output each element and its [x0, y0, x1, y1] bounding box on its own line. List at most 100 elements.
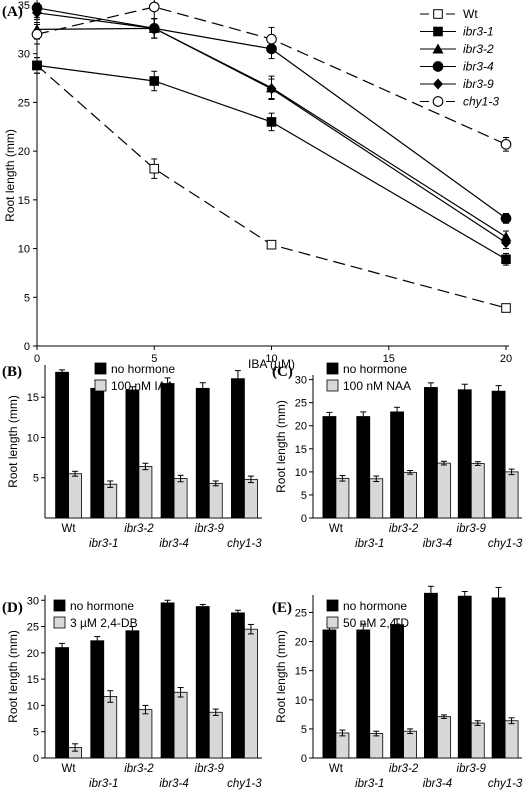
legend-swatch-100 nM NAA: [326, 379, 339, 392]
bar-no hormone: [125, 389, 140, 519]
legend-label-no hormone: no hormone: [343, 599, 407, 613]
category-label: ibr3-4: [159, 778, 188, 790]
legend-label-50 nM 2,4-D: 50 nM 2,4-D: [343, 616, 409, 630]
legend-label-100 nM IAA: 100 nM IAA: [111, 379, 174, 393]
legend-swatch-3 µM 2,4-DB: [53, 616, 66, 629]
bar-50 nM 2,4-D: [369, 733, 384, 759]
y-tick-label: 25: [295, 398, 307, 410]
bar-100 nM IAA: [173, 478, 188, 519]
y-tick-label: 20: [295, 637, 307, 649]
bar-3 µM 2,4-DB: [103, 696, 118, 759]
legend-marker-ibr3-9: [433, 78, 443, 90]
y-tick-label: 5: [301, 490, 307, 502]
legend-swatch-100 nM IAA: [94, 379, 107, 392]
y-tick-label: 25: [18, 97, 30, 109]
data-point-ibr3-9: [32, 7, 42, 19]
category-label: ibr3-1: [355, 778, 384, 790]
bar-50 nM 2,4-D: [403, 730, 417, 759]
bar-no hormone: [322, 629, 337, 759]
bar-no hormone: [55, 371, 69, 519]
data-point-Wt: [149, 163, 160, 174]
data-point-Wt: [266, 239, 277, 250]
bar-100 nM IAA: [208, 482, 223, 519]
panel-label-d: (D): [2, 600, 23, 616]
legend-label-3 µM 2,4-DB: 3 µM 2,4-DB: [70, 616, 138, 630]
data-point-Wt: [501, 303, 511, 313]
legend-label-no hormone: no hormone: [70, 599, 134, 613]
y-tick-label: 15: [295, 666, 307, 678]
data-point-ibr3-1: [149, 76, 160, 86]
y-tick-label: 20: [18, 146, 30, 158]
bar-no hormone: [195, 606, 210, 759]
bar-no hormone: [457, 389, 472, 519]
bar-50 nM 2,4-D: [335, 732, 350, 759]
y-tick-label: 5: [33, 473, 39, 485]
data-point-ibr3-1: [32, 60, 42, 71]
y-tick-label: 15: [27, 674, 39, 686]
y-axis-label: Root length (mm): [274, 400, 288, 493]
panel-label-b: (B): [2, 364, 22, 380]
bar-no hormone: [231, 378, 245, 519]
category-label: Wt: [329, 523, 344, 535]
category-label: ibr3-9: [457, 523, 487, 535]
legend-label-Wt: Wt: [463, 7, 478, 21]
y-axis-label: Root length (mm): [6, 630, 20, 723]
y-tick-label: 15: [27, 392, 39, 404]
y-tick-label: 0: [33, 753, 39, 765]
x-tick-label: 5: [151, 353, 157, 365]
legend-label-ibr3-2: ibr3-2: [463, 42, 494, 56]
series-line-ibr3-4: [36, 7, 507, 219]
data-point-ibr3-4: [500, 213, 512, 224]
legend-marker-ibr3-4: [432, 61, 444, 72]
bar-100 nM NAA: [369, 478, 384, 519]
bar-100 nM NAA: [403, 471, 417, 519]
legend-label-ibr3-9: ibr3-9: [463, 77, 494, 91]
bar-no hormone: [491, 390, 506, 519]
bar-no hormone: [322, 416, 337, 519]
bar-3 µM 2,4-DB: [173, 691, 188, 759]
bar-100 nM IAA: [68, 473, 82, 519]
category-label: ibr3-2: [389, 763, 419, 775]
bar-no hormone: [356, 416, 371, 519]
y-axis-label: Root length (mm): [6, 395, 20, 488]
legend-label-ibr3-4: ibr3-4: [463, 60, 494, 74]
bar-no hormone: [491, 597, 506, 759]
y-tick-label: 35: [18, 0, 30, 12]
data-point-ibr3-9: [266, 83, 277, 95]
data-point-ibr3-9: [501, 237, 511, 249]
bar-no hormone: [90, 387, 105, 519]
bar-no hormone: [195, 387, 210, 519]
category-label: ibr3-1: [355, 538, 384, 550]
y-tick-label: 30: [27, 595, 39, 607]
category-label: chy1-3: [488, 538, 523, 550]
y-tick-label: 0: [301, 513, 307, 525]
y-axis-label: Root length (mm): [274, 630, 288, 723]
bar-100 nM IAA: [103, 483, 118, 519]
category-label: ibr3-4: [423, 538, 452, 550]
bar-100 nM NAA: [470, 463, 485, 519]
category-label: chy1-3: [227, 538, 262, 550]
bar-50 nM 2,4-D: [470, 722, 485, 759]
x-tick-label: 0: [34, 353, 40, 365]
y-tick-label: 30: [18, 49, 30, 61]
bar-no hormone: [160, 602, 175, 759]
data-point-chy1-3: [266, 33, 277, 45]
x-tick-label: 10: [265, 353, 277, 365]
legend-swatch-no hormone: [326, 362, 339, 375]
bar-100 nM IAA: [244, 478, 258, 519]
bar-50 nM 2,4-D: [437, 716, 451, 759]
bar-3 µM 2,4-DB: [244, 628, 258, 759]
category-label: ibr3-9: [195, 763, 225, 775]
bar-100 nM NAA: [504, 471, 519, 519]
bar-no hormone: [390, 411, 404, 519]
bar-100 nM NAA: [437, 462, 451, 519]
y-tick-label: 10: [27, 432, 39, 444]
bar-no hormone: [90, 640, 105, 759]
y-tick-label: 25: [295, 607, 307, 619]
bar-50 nM 2,4-D: [504, 720, 519, 759]
category-label: ibr3-1: [89, 778, 118, 790]
data-point-chy1-3: [31, 28, 43, 40]
category-label: chy1-3: [227, 778, 262, 790]
y-tick-label: 10: [295, 695, 307, 707]
data-point-ibr3-1: [266, 117, 277, 127]
